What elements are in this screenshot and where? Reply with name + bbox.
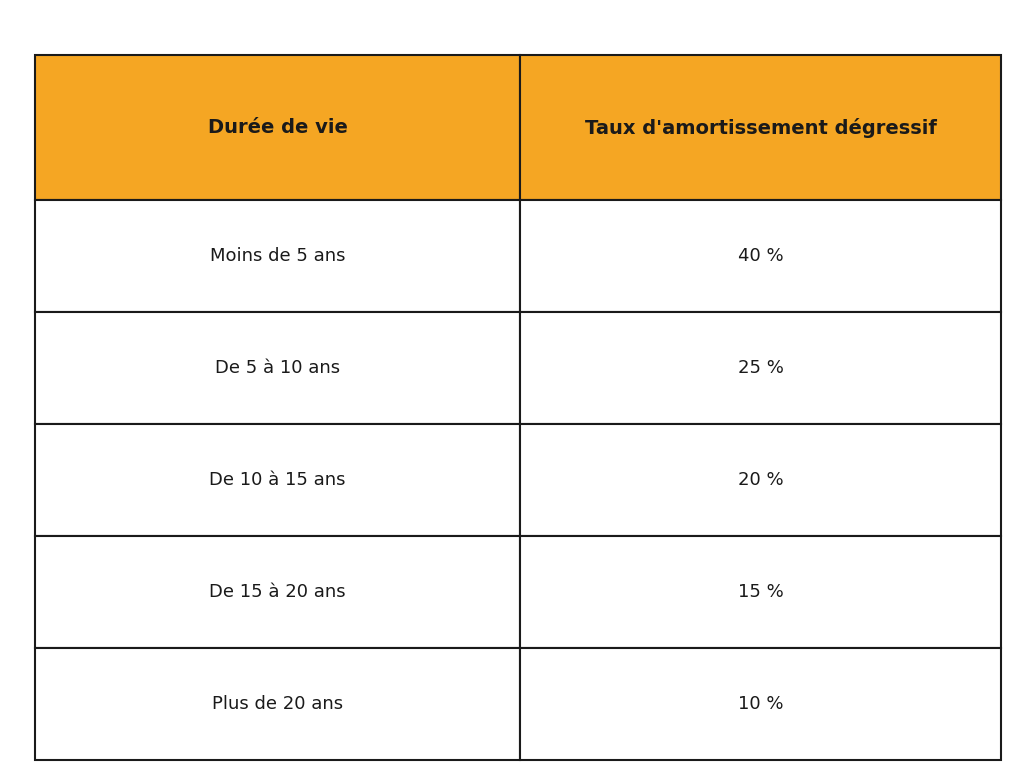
Text: 40 %: 40 % [738,247,783,265]
Text: Plus de 20 ans: Plus de 20 ans [212,695,343,713]
Bar [520,312,1001,424]
Bar [520,648,1001,760]
Text: 25 %: 25 % [738,359,783,377]
Text: De 10 à 15 ans: De 10 à 15 ans [209,471,346,489]
Bar [520,55,1001,200]
Bar [35,312,520,424]
Text: 20 %: 20 % [738,471,783,489]
Text: De 5 à 10 ans: De 5 à 10 ans [214,359,340,377]
Bar [520,200,1001,312]
Bar [520,536,1001,648]
Text: De 15 à 20 ans: De 15 à 20 ans [209,583,346,601]
Bar [35,424,520,536]
Text: Durée de vie: Durée de vie [207,118,347,137]
Bar [35,200,520,312]
Bar [35,536,520,648]
Bar [35,55,520,200]
Text: Moins de 5 ans: Moins de 5 ans [209,247,345,265]
Bar [35,648,520,760]
Text: 15 %: 15 % [738,583,783,601]
Bar [520,424,1001,536]
Text: 10 %: 10 % [738,695,783,713]
Text: Taux d'amortissement dégressif: Taux d'amortissement dégressif [584,117,937,138]
